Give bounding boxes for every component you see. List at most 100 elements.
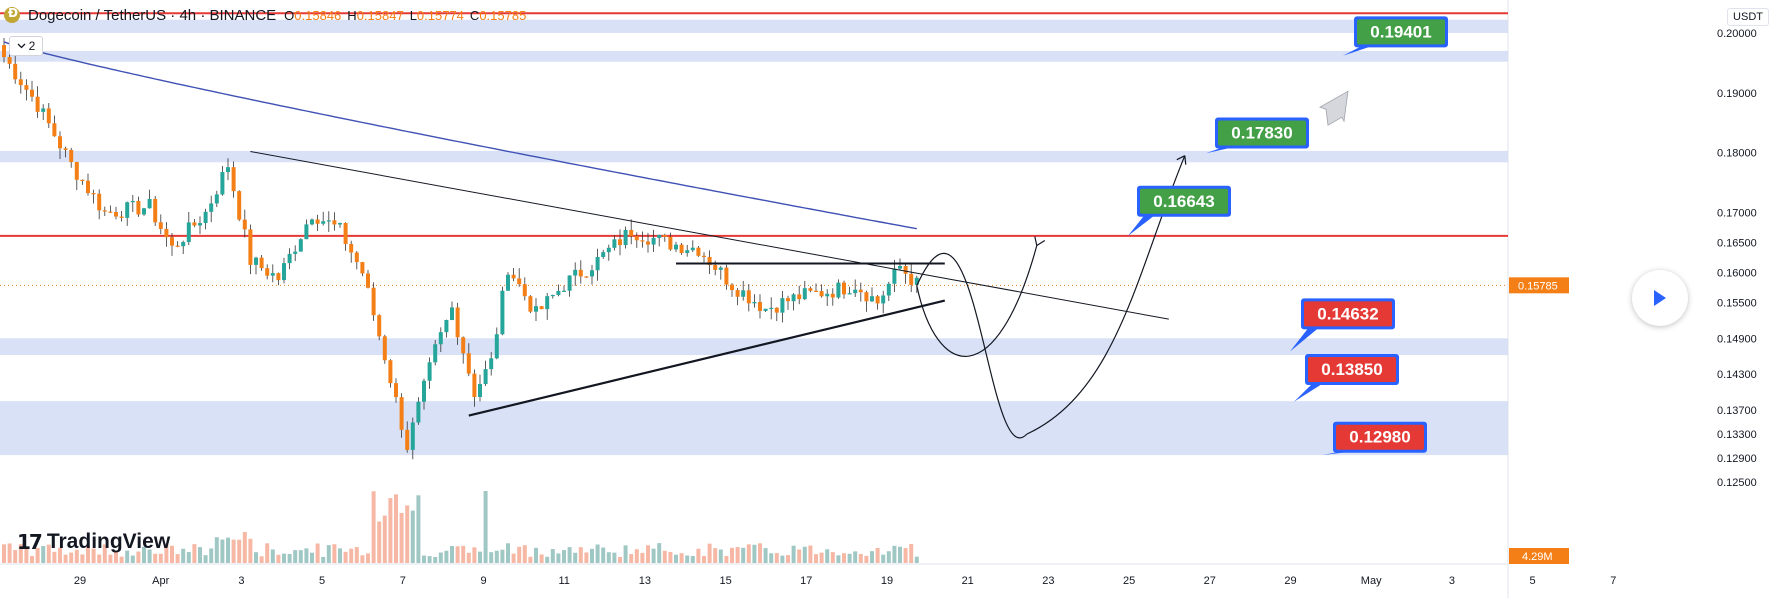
volume-bar xyxy=(668,551,673,563)
candle-body xyxy=(405,429,410,450)
volume-bar xyxy=(394,494,398,563)
candle-body xyxy=(338,222,342,225)
volume-bar xyxy=(578,547,583,563)
volume-bar xyxy=(830,552,835,563)
price-target-label: 0.19401 xyxy=(1343,16,1448,56)
volume-bar xyxy=(618,556,622,563)
price-target-box xyxy=(1218,120,1306,146)
candle-body xyxy=(360,262,365,274)
candle-body xyxy=(875,296,880,304)
volume-bar xyxy=(853,551,858,563)
volume-bar xyxy=(41,546,46,563)
candle-body xyxy=(455,307,460,338)
tradingview-logo[interactable]: 17 TradingView xyxy=(17,530,170,554)
volume-bar xyxy=(730,547,734,563)
volume-bar xyxy=(203,555,208,563)
volume-bar xyxy=(651,548,656,563)
candle-body xyxy=(2,45,6,58)
volume-bar xyxy=(713,548,718,563)
volume-bar xyxy=(634,549,639,563)
replay-button[interactable] xyxy=(1632,270,1688,326)
candle-body xyxy=(69,149,74,163)
x-tick-label: 29 xyxy=(74,575,86,587)
volume-bar xyxy=(433,556,438,563)
triangle-lower-trendline xyxy=(468,299,946,417)
candle-body xyxy=(63,148,68,150)
volume-bar xyxy=(769,553,774,563)
candle-body xyxy=(707,256,712,265)
candle-body xyxy=(119,216,124,218)
volume-bar xyxy=(646,545,650,563)
y-tick-label: 0.12900 xyxy=(1717,453,1757,465)
volume-bar xyxy=(522,545,527,563)
x-tick-label: 7 xyxy=(1610,575,1616,587)
x-tick-label: 15 xyxy=(719,575,731,587)
ohlc-high-value: 0.15847 xyxy=(356,7,404,23)
volume-bar xyxy=(349,548,354,563)
candle-body xyxy=(685,250,690,254)
candle-body xyxy=(472,373,477,397)
symbol-title[interactable]: Dogecoin / TetherUS · 4h · BINANCE xyxy=(28,6,277,24)
y-tick-label: 0.14900 xyxy=(1717,333,1757,345)
volume-bar xyxy=(338,548,342,563)
candle-body xyxy=(657,234,662,238)
candle-body xyxy=(102,210,107,212)
candle-body xyxy=(797,294,802,300)
volume-bar xyxy=(24,548,29,563)
x-tick-label: 17 xyxy=(800,575,812,587)
candle-body xyxy=(528,296,533,312)
candle-body xyxy=(466,353,471,374)
candle-body xyxy=(388,360,393,384)
price-target-label: 0.16643 xyxy=(1128,185,1231,236)
volume-bar xyxy=(58,547,62,563)
price-target-value: 0.17830 xyxy=(1231,124,1292,143)
volume-bar xyxy=(825,549,830,563)
y-tick-label: 0.15500 xyxy=(1717,297,1757,309)
volume-bar xyxy=(175,554,180,563)
candle-body xyxy=(819,291,824,297)
volume-bar xyxy=(259,556,264,563)
candle-body xyxy=(842,282,846,295)
candle-body xyxy=(696,247,701,256)
candle-body xyxy=(550,294,555,297)
ohlc-low-key: L xyxy=(409,7,417,23)
candle-body xyxy=(7,57,12,64)
currency-label[interactable]: USDT xyxy=(1727,8,1769,26)
volume-bar xyxy=(343,551,348,563)
volume-bar xyxy=(562,550,566,563)
candle-body xyxy=(898,265,902,269)
volume-bar xyxy=(864,555,869,563)
indicators-toggle-button[interactable]: 2 xyxy=(9,36,43,56)
price-target-box xyxy=(1140,188,1228,214)
candle-body xyxy=(80,179,85,181)
candle-body xyxy=(130,200,135,203)
price-target-value: 0.12980 xyxy=(1349,428,1410,447)
volume-bar xyxy=(220,539,225,563)
candle-body xyxy=(511,274,516,279)
candle-body xyxy=(640,240,645,242)
candle-body xyxy=(259,257,264,269)
ohlc-legend: O0.15846 H0.15847 L0.15774 C0.15785 xyxy=(284,8,526,23)
volume-bar xyxy=(707,543,712,563)
volume-bar xyxy=(80,554,85,563)
candle-body xyxy=(545,296,550,310)
volume-bar xyxy=(478,551,482,563)
candle-body xyxy=(539,306,544,310)
volume-bar xyxy=(226,537,230,563)
volume-bar xyxy=(276,554,281,563)
y-tick-label: 0.20000 xyxy=(1717,28,1757,40)
volume-bar xyxy=(214,537,219,563)
x-tick-label: 9 xyxy=(480,575,486,587)
projection-arrowhead xyxy=(1034,236,1046,247)
ohlc-low-value: 0.15774 xyxy=(416,7,464,23)
volume-bar xyxy=(422,555,426,563)
projection-ellipse xyxy=(916,252,1028,439)
volume-bar xyxy=(13,550,18,563)
candle-body xyxy=(573,269,578,276)
volume-bar xyxy=(466,552,471,563)
volume-bar xyxy=(657,543,662,563)
volume-bar xyxy=(360,555,365,563)
candle-body xyxy=(522,284,527,297)
price-target-value: 0.13850 xyxy=(1321,360,1382,379)
